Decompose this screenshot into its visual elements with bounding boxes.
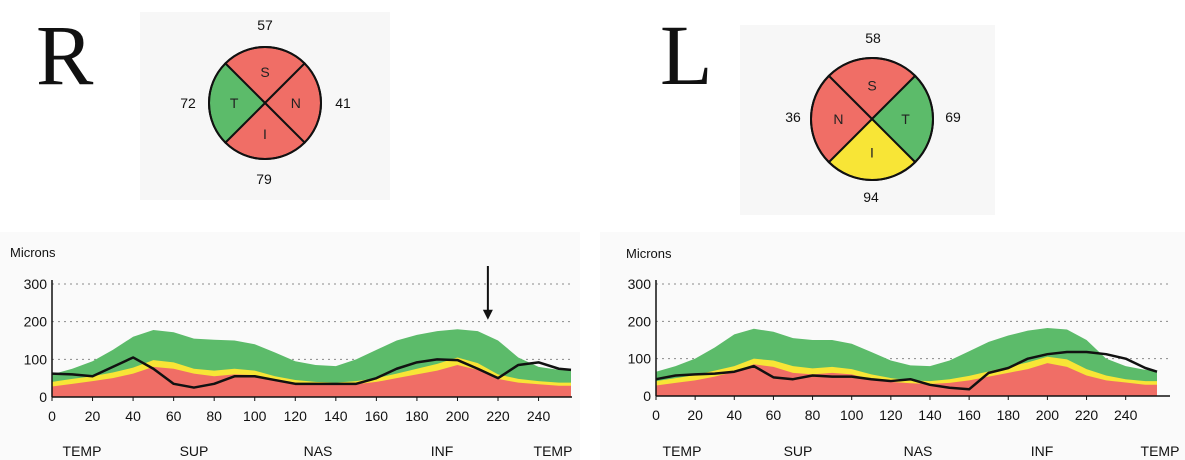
left-quadrant-label-n: N	[833, 111, 843, 127]
left-region-label-inf: INF	[1031, 443, 1054, 459]
left-xtick-label: 160	[957, 407, 981, 423]
right-clock-superior-value: 57	[257, 17, 273, 33]
left-clock-chart: S T I N 58 69 94 36	[785, 30, 961, 205]
right-xtick-label: 60	[166, 408, 182, 424]
right-quadrant-label-s: S	[260, 64, 269, 80]
right-annotation-arrow	[482, 266, 493, 320]
left-tsnit-chart: 0 100 200 300 0 20 40 60 80 100 120 140 160 180 200 220…	[628, 276, 1180, 459]
left-eye-letter: L	[660, 7, 713, 103]
left-xtick-label: 200	[1036, 407, 1060, 423]
left-quadrant-label-t: T	[901, 111, 910, 127]
left-region-label-temp: TEMP	[1141, 443, 1180, 459]
right-ytick-label: 300	[24, 276, 48, 292]
left-xtick-label: 240	[1114, 407, 1138, 423]
left-xtick-label: 180	[997, 407, 1021, 423]
right-xtick-label: 240	[527, 408, 551, 424]
left-region-label-temp: TEMP	[663, 443, 702, 459]
right-quadrant-label-n: N	[291, 95, 301, 111]
left-quadrant-label-i: I	[870, 145, 874, 161]
right-xtick-label: 80	[206, 408, 222, 424]
right-clock-outline	[208, 46, 322, 160]
left-clock-superior-value: 58	[865, 30, 881, 46]
left-xtick-label: 0	[652, 407, 660, 423]
left-region-label-nas: NAS	[904, 443, 933, 459]
right-abnormal-band	[52, 364, 571, 397]
right-xtick-label: 20	[85, 408, 101, 424]
right-region-label-nas: NAS	[304, 443, 333, 459]
right-xtick-label: 100	[243, 408, 267, 424]
right-ytick-label: 100	[24, 351, 48, 367]
left-xtick-label: 120	[879, 407, 903, 423]
left-xtick-label: 20	[687, 407, 703, 423]
right-ytick-label: 0	[39, 389, 47, 405]
left-region-label-sup: SUP	[784, 443, 813, 459]
left-clock-temporal-value: 69	[945, 109, 961, 125]
left-xtick-label: 80	[805, 407, 821, 423]
right-xtick-label: 0	[48, 408, 56, 424]
right-clock-chart: S N I T 57 41 79 72	[180, 17, 351, 187]
left-tsnit-panel: Microns 0 100 200 300 0 20 40 60 80 100 120 140 160 1…	[600, 232, 1185, 460]
left-abnormal-band	[656, 363, 1157, 396]
left-clock-inferior-value: 94	[863, 189, 879, 205]
left-clock-outline	[810, 57, 934, 181]
left-xtick-label: 100	[840, 407, 864, 423]
right-region-label-temp: TEMP	[534, 443, 573, 459]
right-region-label-inf: INF	[431, 443, 454, 459]
right-quadrant-label-i: I	[263, 126, 267, 142]
left-ytick-label: 300	[628, 276, 652, 292]
right-eye-letter: R	[36, 7, 94, 103]
right-ylabel: Microns	[10, 245, 56, 260]
right-xtick-label: 160	[365, 408, 389, 424]
right-ytick-label: 200	[24, 314, 48, 330]
right-xtick-label: 120	[284, 408, 308, 424]
right-clock-nasal-value: 41	[335, 95, 351, 111]
right-region-label-sup: SUP	[180, 443, 209, 459]
left-xtick-label: 220	[1075, 407, 1099, 423]
left-xtick-label: 60	[766, 407, 782, 423]
left-ylabel: Microns	[626, 246, 672, 261]
right-measured-line	[51, 356, 572, 389]
left-xtick-label: 140	[918, 407, 942, 423]
right-quadrant-label-t: T	[230, 95, 239, 111]
right-region-label-temp: TEMP	[63, 443, 102, 459]
right-xtick-label: 140	[324, 408, 348, 424]
right-xtick-label: 180	[405, 408, 429, 424]
left-xtick-label: 40	[726, 407, 742, 423]
right-xtick-label: 200	[446, 408, 470, 424]
left-ytick-label: 200	[628, 313, 652, 329]
right-xtick-label: 40	[125, 408, 141, 424]
right-tsnit-chart: 0 100 200 300 0 20 40 60 80 100 120 140 160 180 200 220…	[24, 266, 573, 459]
left-clock-nasal-value: 36	[785, 109, 801, 125]
left-ytick-label: 100	[628, 351, 652, 367]
left-measured-line	[655, 350, 1158, 391]
right-clock-inferior-value: 79	[256, 171, 272, 187]
left-ytick-label: 0	[643, 388, 651, 404]
right-tsnit-panel: Microns 0 100 200 300 0 20 40 60 80 100 120 140 160 1…	[0, 232, 580, 460]
left-quadrant-label-s: S	[867, 77, 876, 93]
right-clock-temporal-value: 72	[180, 95, 196, 111]
right-xtick-label: 220	[486, 408, 510, 424]
